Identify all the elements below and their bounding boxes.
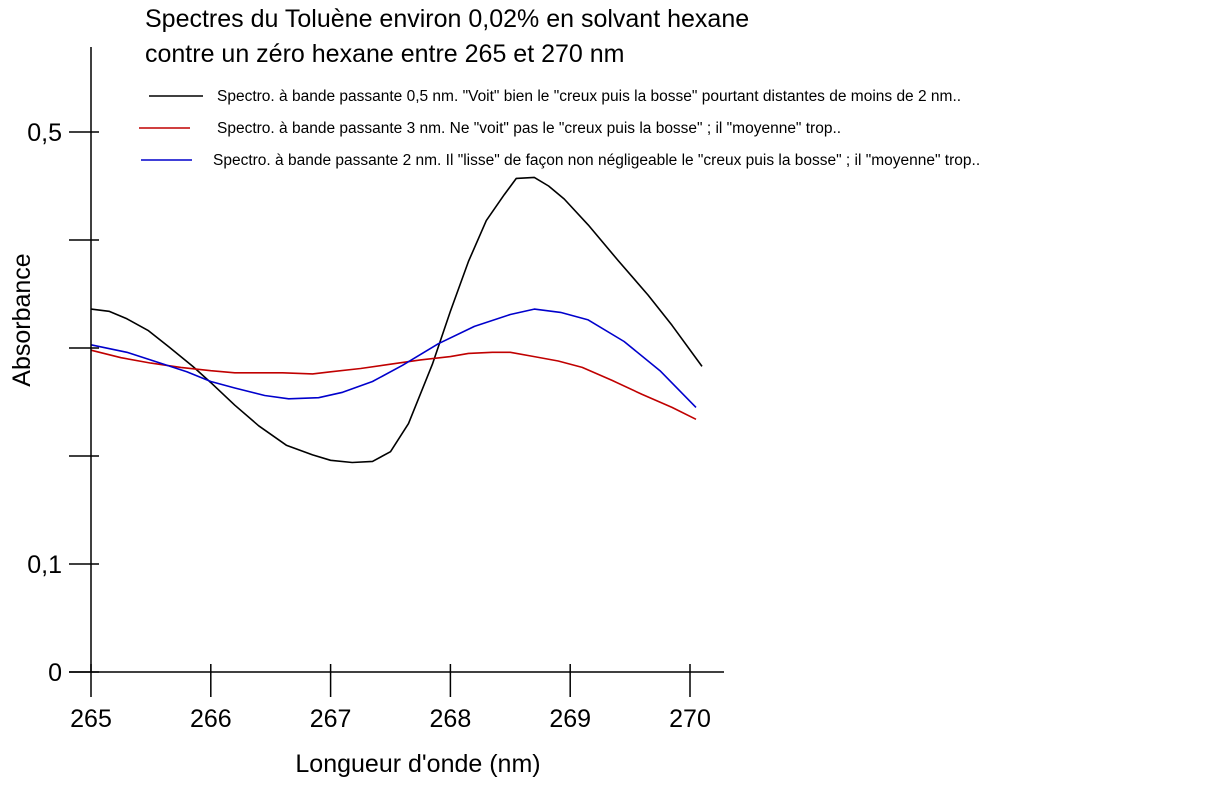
legend-label-1: Spectro. à bande passante 0,5 nm. "Voit"…	[217, 88, 961, 105]
series-line-1	[90, 176, 703, 464]
y-axis-ticks: 0 0,1 0,5	[27, 119, 99, 687]
legend: Spectro. à bande passante 0,5 nm. "Voit"…	[139, 88, 980, 169]
x-tick-label: 268	[430, 705, 472, 733]
series-line-2	[90, 349, 697, 421]
x-tick-label: 266	[190, 705, 232, 733]
x-tick-label: 265	[70, 705, 112, 733]
y-tick-label: 0,5	[27, 119, 62, 147]
plot-area: 0 0,1 0,5 265 266 267 268 269 270	[27, 47, 724, 733]
x-tick-label: 269	[549, 705, 591, 733]
chart-title: Spectres du Toluène environ 0,02% en sol…	[145, 5, 749, 68]
chart-title-line-1: Spectres du Toluène environ 0,02% en sol…	[145, 5, 749, 33]
y-tick-label: 0	[48, 659, 62, 687]
legend-label-2: Spectro. à bande passante 3 nm. Ne "voit…	[217, 120, 841, 137]
x-axis-ticks: 265 266 267 268 269 270	[70, 664, 711, 733]
chart-title-line-2: contre un zéro hexane entre 265 et 270 n…	[145, 40, 625, 68]
legend-label-3: Spectro. à bande passante 2 nm. Il "liss…	[213, 152, 980, 169]
x-tick-label: 270	[669, 705, 711, 733]
y-tick-label: 0,1	[27, 551, 62, 579]
series-layer	[90, 176, 703, 464]
y-axis-label: Absorbance	[8, 253, 36, 386]
x-axis-label: Longueur d'onde (nm)	[295, 750, 540, 778]
series-line-3	[90, 308, 697, 408]
x-tick-label: 267	[310, 705, 352, 733]
